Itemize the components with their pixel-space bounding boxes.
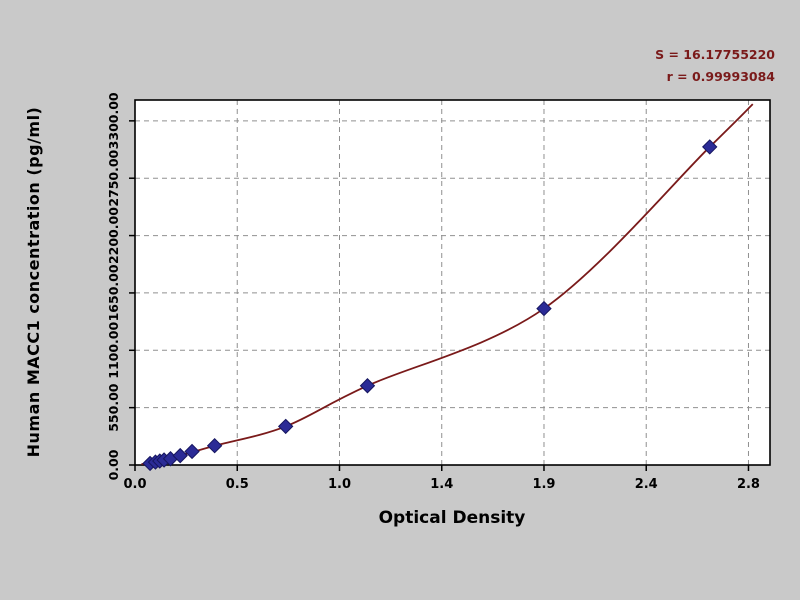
y-tick-label: 3300.00: [106, 92, 121, 149]
fit-stat-s: S = 16.17755220: [655, 47, 775, 62]
fit-statistics: S = 16.17755220 r = 0.99993084: [655, 44, 775, 88]
data-point: [536, 300, 552, 317]
x-tick-label: 0.0: [123, 477, 146, 492]
data-point: [172, 447, 188, 464]
fit-stat-r: r = 0.99993084: [666, 69, 775, 84]
y-tick-label: 2750.00: [106, 149, 121, 206]
plot-background: [135, 100, 770, 465]
y-tick-label: 0.00: [106, 449, 121, 480]
data-point: [184, 443, 200, 460]
y-tick-label: 2200.00: [106, 207, 121, 264]
x-tick-label: 2.8: [737, 477, 760, 492]
x-tick-label: 0.5: [226, 477, 249, 492]
y-tick-label: 1650.00: [106, 264, 121, 321]
x-tick-label: 1.4: [430, 477, 453, 492]
x-tick-label: 1.0: [328, 477, 351, 492]
data-point: [206, 437, 223, 454]
plot-border: [134, 99, 771, 466]
y-tick-label: 550.00: [106, 383, 121, 432]
x-tick-label: 2.4: [635, 477, 658, 492]
data-point: [359, 378, 376, 394]
x-tick-label: 1.9: [532, 477, 555, 492]
data-point: [702, 139, 718, 155]
data-point: [277, 418, 294, 435]
x-axis-title: Optical Density: [378, 508, 526, 528]
y-tick-label: 1100.00: [106, 322, 121, 379]
y-axis-title: Human MACC1 concentration (pg/ml): [24, 106, 43, 458]
